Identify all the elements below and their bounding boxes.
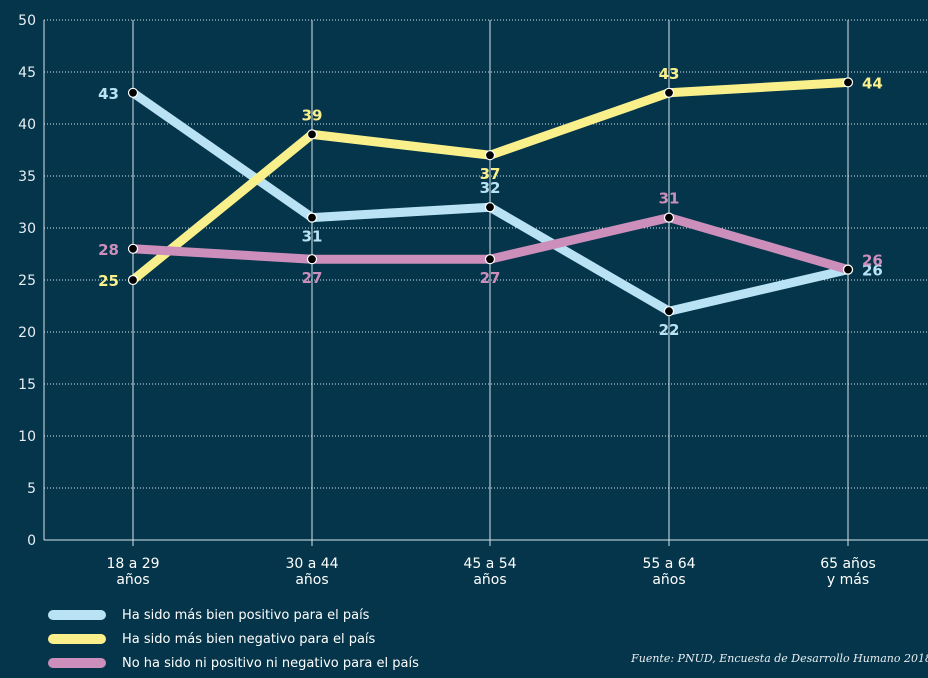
legend-label-positive: Ha sido más bien positivo para el país [122,607,370,623]
data-label: 27 [480,269,501,287]
data-label: 27 [302,269,323,287]
data-labels: 43 31 32 22 26 25 39 37 43 44 28 27 27 31 26 [98,65,883,339]
y-tick-label: 10 [18,429,36,445]
legend-swatch-negative [48,634,106,644]
data-point [484,150,496,161]
data-point [306,129,318,140]
legend-item-positive: Ha sido más bien positivo para el país [48,603,419,627]
y-tick-label: 25 [18,273,36,289]
y-tick-label: 35 [18,169,36,185]
data-label: 28 [98,241,119,259]
data-label: 22 [659,321,680,339]
data-label: 26 [862,252,883,270]
x-tick-label: años [473,572,506,588]
x-tick-label: 30 a 44 [285,556,338,572]
legend-item-neutral: No ha sido ni positivo ni negativo para … [48,651,419,675]
legend-swatch-neutral [48,658,106,668]
y-tick-label: 5 [27,481,36,497]
y-tick-label: 30 [18,221,36,237]
data-point [663,306,675,317]
data-label: 32 [480,179,501,197]
data-point [842,264,854,275]
data-label: 25 [98,272,119,290]
x-tick-label: y más [827,572,869,588]
y-tick-label: 45 [18,65,36,81]
data-label: 26 [862,262,883,280]
data-label: 43 [98,85,119,103]
legend-label-neutral: No ha sido ni positivo ni negativo para … [122,655,419,671]
data-point [663,87,675,98]
y-axis: 0 5 10 15 20 25 30 35 40 45 50 [18,13,45,549]
data-label: 31 [302,228,323,246]
source-note: Fuente: PNUD, Encuesta de Desarrollo Hum… [631,652,928,665]
data-point [127,87,139,98]
x-tick-label: años [116,572,149,588]
x-tick-label: 45 a 54 [463,556,516,572]
data-point [842,77,854,88]
y-tick-label: 40 [18,117,36,133]
data-label: 43 [659,65,680,83]
data-point [306,254,318,265]
data-point [127,274,139,286]
x-tick-label: 18 a 29 [106,556,159,572]
grid [44,19,928,540]
legend-swatch-positive [48,610,106,620]
x-tick-label: años [295,572,328,588]
x-tick-label: años [652,572,685,588]
y-tick-label: 0 [27,533,36,549]
legend: Ha sido más bien positivo para el país H… [48,603,419,675]
y-tick-label: 20 [18,325,36,341]
legend-label-negative: Ha sido más bien negativo para el país [122,631,376,647]
data-label: 39 [302,106,323,124]
data-point [663,212,675,223]
data-label: 31 [659,190,680,208]
data-point [127,243,139,254]
x-tick-label: 65 años [820,556,876,572]
data-label: 44 [862,74,883,92]
data-point [484,202,496,213]
y-tick-label: 50 [18,13,36,29]
data-points [127,77,854,317]
data-point [306,212,318,223]
legend-item-negative: Ha sido más bien negativo para el país [48,627,419,651]
data-point [484,254,496,265]
y-tick-label: 15 [18,377,36,393]
data-label: 37 [480,165,501,183]
x-tick-label: 55 a 64 [642,556,695,572]
